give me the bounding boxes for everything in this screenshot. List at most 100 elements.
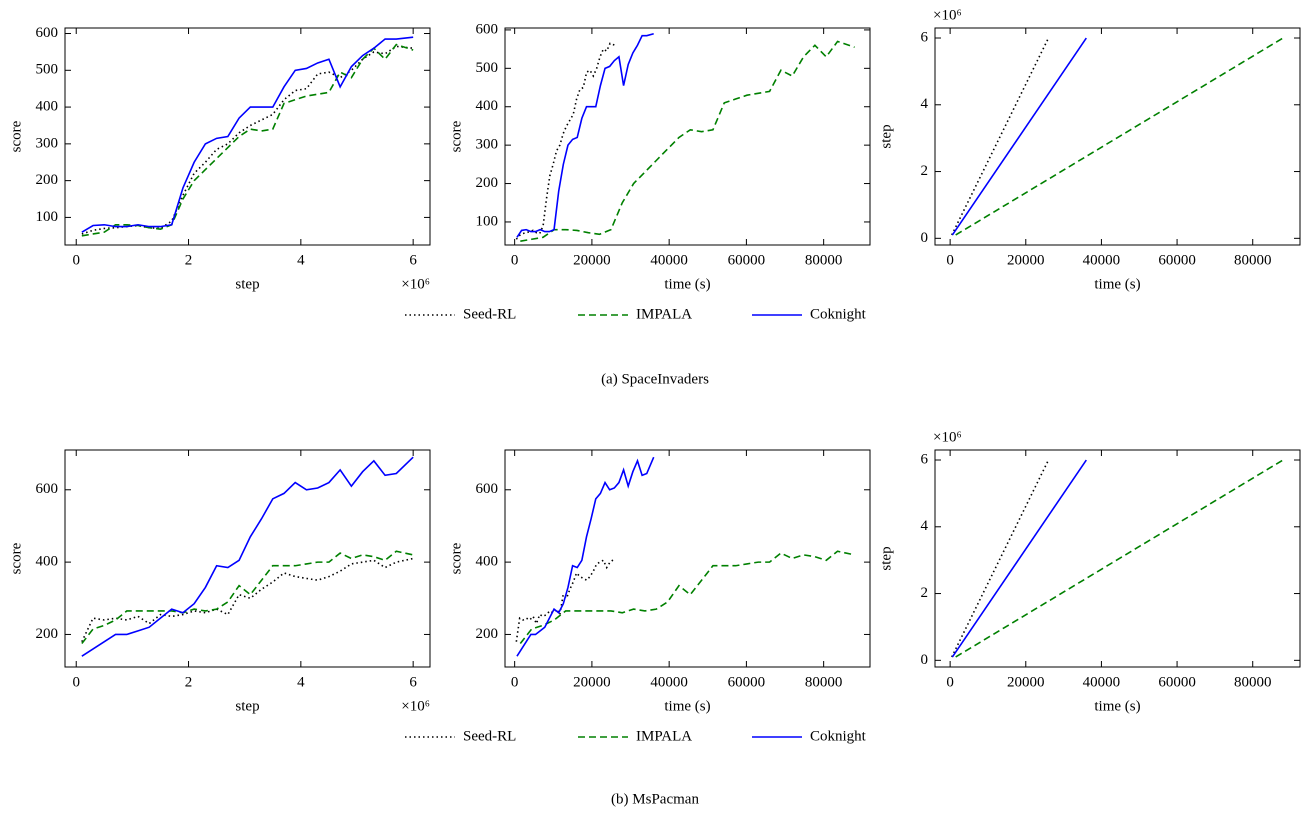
legend-label: Coknight xyxy=(810,728,867,744)
series-line xyxy=(519,550,855,644)
x-tick-label: 20000 xyxy=(1007,252,1045,268)
y-tick-label: 200 xyxy=(476,626,499,642)
legend-label: IMPALA xyxy=(636,306,692,322)
y-axis-label: step xyxy=(878,124,894,148)
series-line xyxy=(955,459,1284,658)
x-axis-label: step xyxy=(235,698,259,714)
series-line xyxy=(81,550,414,644)
y-axis-label: score xyxy=(8,120,24,152)
y-tick-label: 4 xyxy=(921,96,929,112)
series-line xyxy=(81,557,414,643)
x-tick-label: 40000 xyxy=(650,674,688,690)
y-tick-label: 200 xyxy=(476,175,499,191)
x-tick-label: 60000 xyxy=(1158,252,1196,268)
y-tick-label: 6 xyxy=(921,29,929,45)
y-offset-label: ×10⁶ xyxy=(933,7,962,23)
x-tick-label: 0 xyxy=(72,252,80,268)
series-line xyxy=(516,456,655,657)
x-tick-label: 6 xyxy=(409,674,417,690)
y-tick-label: 600 xyxy=(476,481,499,497)
x-tick-label: 4 xyxy=(297,252,305,268)
x-tick-label: 60000 xyxy=(728,252,766,268)
series-line xyxy=(951,37,1087,236)
x-offset-label: ×10⁶ xyxy=(401,276,430,292)
x-tick-label: 40000 xyxy=(650,252,688,268)
x-axis-label: time (s) xyxy=(664,698,710,714)
x-tick-label: 0 xyxy=(511,252,519,268)
legend-label: Seed-RL xyxy=(463,728,516,744)
x-tick-label: 80000 xyxy=(1234,252,1272,268)
y-tick-label: 2 xyxy=(921,585,929,601)
x-tick-label: 0 xyxy=(946,252,954,268)
x-tick-label: 20000 xyxy=(573,252,611,268)
x-tick-label: 4 xyxy=(297,674,305,690)
y-tick-label: 600 xyxy=(36,25,59,41)
legend-label: Coknight xyxy=(810,306,867,322)
y-tick-label: 600 xyxy=(476,21,499,37)
y-tick-label: 400 xyxy=(36,99,59,115)
y-tick-label: 400 xyxy=(476,98,499,114)
x-tick-label: 20000 xyxy=(1007,674,1045,690)
series-line xyxy=(955,37,1284,236)
x-tick-label: 2 xyxy=(185,252,193,268)
y-tick-label: 6 xyxy=(921,451,929,467)
y-tick-label: 500 xyxy=(36,62,59,78)
y-tick-label: 500 xyxy=(476,60,499,76)
caption: (b) MsPacman xyxy=(611,791,699,807)
series-line xyxy=(520,40,855,242)
y-tick-label: 300 xyxy=(36,135,59,151)
x-tick-label: 2 xyxy=(185,674,193,690)
x-tick-label: 80000 xyxy=(805,252,843,268)
series-line xyxy=(81,456,414,657)
series-line xyxy=(81,36,414,233)
x-tick-label: 40000 xyxy=(1083,674,1121,690)
y-tick-label: 300 xyxy=(476,137,499,153)
y-tick-label: 4 xyxy=(921,518,929,534)
axes-frame xyxy=(934,449,1301,668)
x-tick-label: 0 xyxy=(946,674,954,690)
y-tick-label: 200 xyxy=(36,172,59,188)
x-tick-label: 80000 xyxy=(805,674,843,690)
x-axis-label: time (s) xyxy=(664,276,710,292)
y-axis-label: score xyxy=(448,542,464,574)
y-tick-label: 0 xyxy=(921,652,929,668)
x-tick-label: 40000 xyxy=(1083,252,1121,268)
series-line xyxy=(515,42,616,240)
axes-frame xyxy=(504,27,871,246)
series-line xyxy=(81,43,414,237)
y-tick-label: 600 xyxy=(36,481,59,497)
series-line xyxy=(516,32,654,238)
axes-frame xyxy=(64,449,431,668)
x-axis-label: time (s) xyxy=(1094,698,1140,714)
y-axis-label: score xyxy=(448,120,464,152)
x-tick-label: 20000 xyxy=(573,674,611,690)
y-tick-label: 100 xyxy=(36,209,59,225)
y-tick-label: 100 xyxy=(476,213,499,229)
series-line xyxy=(951,459,1087,658)
caption: (a) SpaceInvaders xyxy=(601,371,709,387)
axes-frame xyxy=(64,27,431,246)
series-line xyxy=(81,45,414,235)
legend-label: Seed-RL xyxy=(463,306,516,322)
x-offset-label: ×10⁶ xyxy=(401,698,430,714)
y-tick-label: 200 xyxy=(36,626,59,642)
y-tick-label: 400 xyxy=(476,554,499,570)
x-tick-label: 0 xyxy=(511,674,519,690)
x-tick-label: 80000 xyxy=(1234,674,1272,690)
y-axis-label: score xyxy=(8,542,24,574)
y-tick-label: 0 xyxy=(921,230,929,246)
series-line xyxy=(951,37,1050,236)
y-tick-label: 2 xyxy=(921,163,929,179)
x-tick-label: 0 xyxy=(72,674,80,690)
x-axis-label: time (s) xyxy=(1094,276,1140,292)
x-tick-label: 6 xyxy=(409,252,417,268)
x-tick-label: 60000 xyxy=(728,674,766,690)
axes-frame xyxy=(934,27,1301,246)
series-line xyxy=(951,459,1050,658)
x-tick-label: 60000 xyxy=(1158,674,1196,690)
y-tick-label: 400 xyxy=(36,554,59,570)
y-offset-label: ×10⁶ xyxy=(933,429,962,445)
legend-label: IMPALA xyxy=(636,728,692,744)
y-axis-label: step xyxy=(878,546,894,570)
